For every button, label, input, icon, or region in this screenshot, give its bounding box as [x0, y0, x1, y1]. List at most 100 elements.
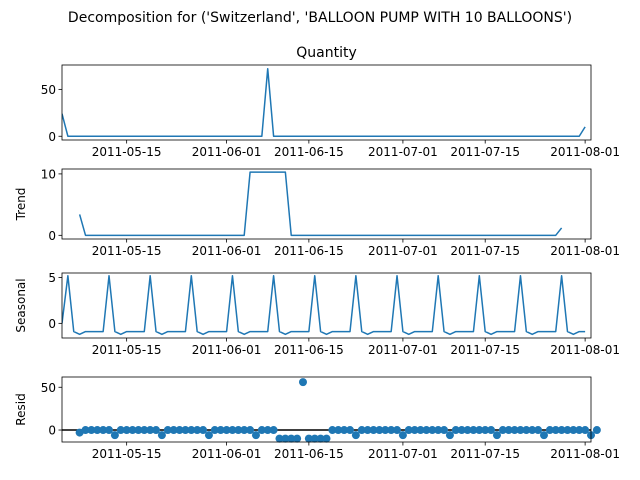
resid-point	[416, 426, 425, 435]
x-tick-label: 2011-07-15	[450, 145, 520, 159]
resid-point	[81, 426, 90, 435]
resid-point	[216, 426, 225, 435]
resid-point	[434, 426, 443, 435]
resid-point	[457, 426, 466, 435]
resid-point	[175, 426, 184, 435]
resid-point	[287, 434, 296, 443]
resid-point	[387, 426, 396, 435]
resid-point	[445, 431, 454, 440]
x-tick-label: 2011-05-15	[92, 343, 162, 357]
resid-point	[146, 426, 155, 435]
panel-1: 2011-05-15 2011-06-01 2011-06-15 2011-07-01…	[41, 45, 620, 159]
resid-point	[440, 426, 449, 435]
seasonal-line	[62, 275, 586, 336]
resid-point	[398, 431, 407, 440]
resid-point	[534, 426, 543, 435]
resid-point	[381, 426, 390, 435]
resid-point	[116, 426, 125, 435]
x-tick-label: 2011-05-15	[92, 145, 162, 159]
resid-point	[581, 426, 590, 435]
x-tick-label: 2011-07-01	[368, 244, 438, 258]
resid-point	[451, 426, 460, 435]
y-axis-label: Resid	[14, 393, 28, 425]
resid-point	[163, 426, 172, 435]
resid-point	[522, 426, 531, 435]
resid-point	[340, 426, 349, 435]
resid-point	[539, 431, 548, 440]
resid-point	[551, 426, 560, 435]
resid-point	[346, 426, 355, 435]
resid-point	[334, 426, 343, 435]
resid-point	[498, 426, 507, 435]
y-tick-label: 0	[48, 317, 56, 331]
x-tick-label: 2011-07-01	[368, 145, 438, 159]
resid-point	[487, 426, 496, 435]
y-tick-label: 0	[48, 424, 56, 438]
panel-2: 2011-05-15 2011-06-01 2011-06-15 2011-07-01…	[14, 167, 620, 258]
y-tick-label: 0	[48, 130, 56, 144]
y-axis-label: Seasonal	[14, 278, 28, 332]
resid-point	[528, 426, 537, 435]
resid-point	[275, 434, 284, 443]
axes-frame	[61, 168, 592, 240]
resid-point	[328, 426, 337, 435]
x-tick-label: 2011-06-15	[274, 447, 344, 461]
axes-frame	[61, 376, 592, 443]
resid-point	[157, 431, 166, 440]
resid-point	[234, 426, 243, 435]
x-tick-label: 2011-07-01	[368, 447, 438, 461]
panel-3: 2011-05-15 2011-06-01 2011-06-15 2011-07-01…	[14, 271, 620, 357]
resid-point	[481, 426, 490, 435]
resid-point	[369, 426, 378, 435]
resid-point	[204, 431, 213, 440]
x-tick-label: 2011-07-15	[450, 244, 520, 258]
resid-point	[575, 426, 584, 435]
x-tick-label: 2011-06-15	[274, 145, 344, 159]
panels: 2011-05-15 2011-06-01 2011-06-15 2011-07-01…	[14, 45, 620, 461]
resid-point	[169, 426, 178, 435]
resid-point	[210, 426, 219, 435]
resid-point	[105, 426, 114, 435]
resid-point	[193, 426, 202, 435]
y-axis-label: Trend	[14, 188, 28, 222]
x-tick-label: 2011-06-01	[192, 244, 262, 258]
resid-point	[263, 426, 272, 435]
resid-point	[246, 426, 255, 435]
x-tick-label: 2011-05-15	[92, 244, 162, 258]
resid-point	[110, 431, 119, 440]
resid-point	[240, 426, 249, 435]
trend-line	[78, 171, 563, 237]
resid-point	[304, 434, 313, 443]
resid-point	[410, 426, 419, 435]
x-tick-label: 2011-06-01	[192, 447, 262, 461]
resid-point	[140, 426, 149, 435]
resid-point	[545, 426, 554, 435]
resid-point	[134, 426, 143, 435]
resid-point	[557, 426, 566, 435]
resid-point	[428, 426, 437, 435]
figure-suptitle: Decomposition for ('Switzerland', 'BALLO…	[68, 10, 572, 26]
resid-point	[569, 426, 578, 435]
resid-point	[281, 434, 290, 443]
resid-point	[99, 426, 108, 435]
resid-point	[516, 426, 525, 435]
x-tick-label: 2011-06-15	[274, 244, 344, 258]
resid-point	[393, 426, 402, 435]
x-tick-label: 2011-08-01	[550, 244, 620, 258]
resid-point	[93, 426, 102, 435]
resid-point	[269, 426, 278, 435]
y-tick-label: 10	[41, 167, 56, 181]
resid-point	[222, 426, 231, 435]
x-tick-label: 2011-07-15	[450, 447, 520, 461]
resid-point	[422, 426, 431, 435]
resid-point	[504, 426, 513, 435]
resid-point	[375, 426, 384, 435]
x-tick-label: 2011-08-01	[550, 145, 620, 159]
axes-frame	[61, 64, 592, 141]
resid-point	[293, 434, 302, 443]
x-tick-label: 2011-07-01	[368, 343, 438, 357]
resid-point	[592, 426, 601, 435]
resid-point	[187, 426, 196, 435]
resid-point	[510, 426, 519, 435]
